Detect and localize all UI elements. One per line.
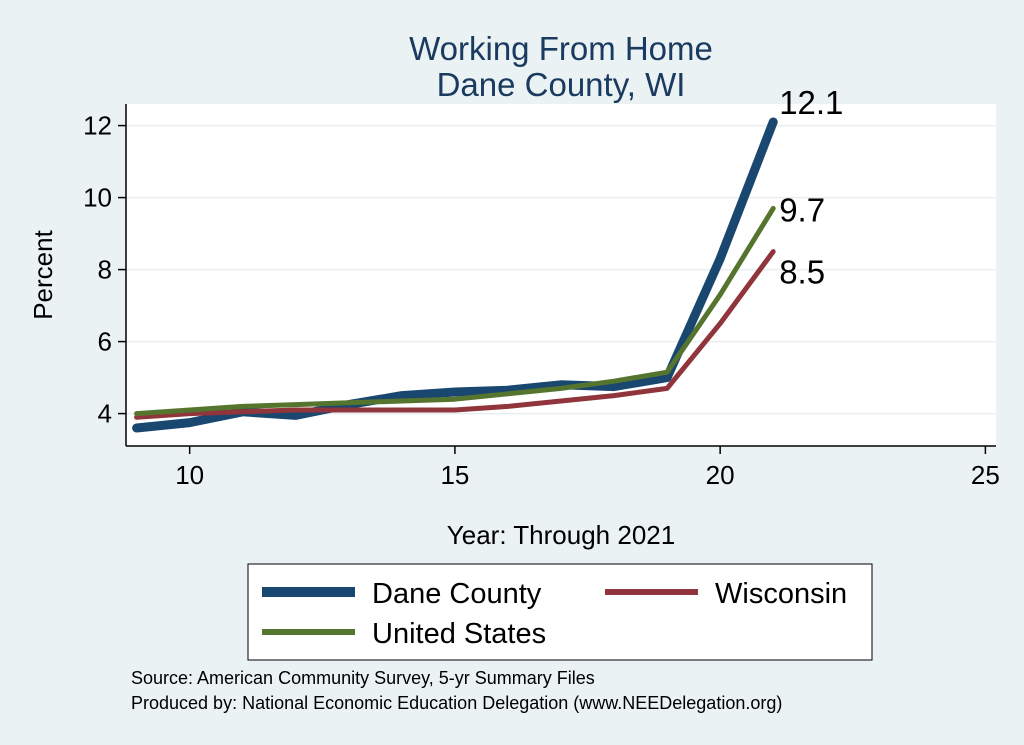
x-tick-label: 10 — [175, 460, 204, 490]
legend-box — [247, 563, 873, 661]
source-note: Source: American Community Survey, 5-yr … — [131, 668, 595, 688]
series-line-wisconsin — [134, 249, 776, 420]
y-tick-label: 4 — [98, 399, 112, 429]
end-value-label: 12.1 — [779, 84, 843, 121]
legend-label-united-states: United States — [372, 618, 546, 650]
x-axis-label: Year: Through 2021 — [447, 520, 675, 550]
series-line-united-states — [134, 205, 776, 417]
x-tick-label: 25 — [971, 460, 1000, 490]
end-value-label: 8.5 — [779, 254, 825, 291]
x-tick-label: 20 — [706, 460, 735, 490]
y-tick-label: 6 — [98, 327, 112, 357]
legend: Dane County Wisconsin United States — [247, 563, 873, 661]
y-tick-label: 8 — [98, 255, 112, 285]
end-labels: 12.1 9.7 8.5 — [779, 84, 843, 291]
x-tick-label: 15 — [440, 460, 469, 490]
series-lines — [132, 117, 778, 433]
chart-title: Working From Home — [409, 30, 713, 67]
legend-label-dane-county: Dane County — [372, 578, 542, 610]
producer-note: Produced by: National Economic Education… — [131, 693, 782, 713]
chart-subtitle: Dane County, WI — [437, 66, 686, 103]
legend-label-wisconsin: Wisconsin — [715, 578, 847, 610]
axis-ticks: 4 6 8 10 12 10 15 20 25 — [83, 111, 1000, 490]
end-value-label: 9.7 — [779, 191, 825, 228]
y-tick-label: 10 — [83, 183, 112, 213]
y-tick-label: 12 — [83, 111, 112, 141]
plot-area — [126, 104, 996, 446]
y-axis-label: Percent — [28, 229, 58, 319]
